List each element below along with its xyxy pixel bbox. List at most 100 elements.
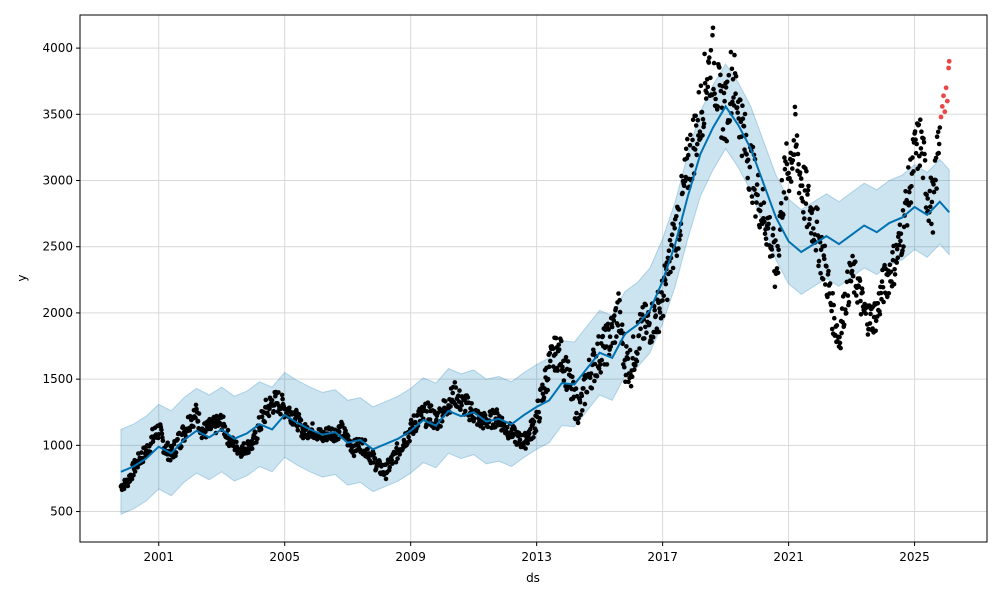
observed-point bbox=[345, 433, 351, 439]
observed-point bbox=[604, 362, 610, 367]
observed-point bbox=[674, 253, 680, 258]
observed-point bbox=[885, 294, 890, 300]
observed-point bbox=[318, 427, 323, 432]
observed-point bbox=[618, 328, 624, 333]
observed-point bbox=[867, 321, 873, 326]
observed-point bbox=[540, 382, 545, 388]
observed-point bbox=[340, 422, 345, 427]
observed-point bbox=[920, 175, 926, 181]
observed-point bbox=[666, 248, 672, 253]
observed-point bbox=[693, 113, 698, 119]
observed-point bbox=[525, 440, 530, 446]
observed-point bbox=[663, 281, 669, 287]
observed-point bbox=[683, 146, 689, 152]
observed-point bbox=[372, 456, 378, 461]
observed-point bbox=[519, 432, 524, 438]
observed-point bbox=[567, 367, 572, 373]
observed-point bbox=[700, 116, 706, 122]
observed-point bbox=[922, 151, 927, 157]
observed-point bbox=[742, 111, 748, 117]
observed-point bbox=[865, 332, 871, 337]
observed-point bbox=[934, 186, 939, 191]
observed-point bbox=[857, 278, 863, 284]
observed-point bbox=[517, 437, 523, 443]
x-tick-label: 2001 bbox=[143, 550, 174, 564]
observed-point bbox=[587, 375, 593, 381]
x-tick-label: 2021 bbox=[773, 550, 804, 564]
observed-point bbox=[824, 264, 829, 269]
observed-point bbox=[555, 368, 560, 373]
observed-point bbox=[921, 140, 927, 145]
observed-point bbox=[717, 65, 722, 70]
observed-point bbox=[816, 258, 822, 264]
observed-point bbox=[383, 476, 389, 482]
observed-point bbox=[697, 129, 703, 134]
observed-point bbox=[887, 262, 893, 268]
observed-point bbox=[263, 397, 269, 403]
observed-point bbox=[676, 207, 682, 212]
observed-point bbox=[193, 415, 198, 421]
observed-point bbox=[913, 137, 918, 142]
anomaly-points-layer bbox=[938, 58, 952, 120]
observed-point bbox=[578, 412, 583, 418]
observed-point bbox=[733, 91, 738, 96]
observed-point bbox=[755, 192, 760, 198]
observed-point bbox=[807, 216, 812, 222]
observed-point bbox=[896, 234, 901, 240]
observed-point bbox=[628, 383, 634, 389]
observed-point bbox=[761, 200, 767, 205]
observed-point bbox=[612, 313, 617, 318]
observed-point bbox=[269, 398, 275, 403]
observed-point bbox=[637, 346, 642, 351]
observed-point bbox=[775, 243, 780, 249]
observed-point bbox=[614, 334, 619, 339]
observed-point bbox=[726, 72, 732, 78]
observed-point bbox=[553, 335, 559, 341]
observed-point bbox=[671, 222, 676, 227]
observed-point bbox=[934, 134, 940, 139]
observed-point bbox=[794, 133, 800, 138]
observed-point bbox=[720, 84, 725, 89]
observed-point bbox=[656, 329, 662, 335]
anomaly-point bbox=[941, 93, 946, 99]
observed-point bbox=[715, 104, 720, 109]
observed-point bbox=[702, 80, 708, 86]
observed-point bbox=[694, 152, 699, 158]
observed-point bbox=[139, 450, 144, 455]
anomaly-point bbox=[946, 65, 951, 71]
observed-point bbox=[770, 253, 775, 258]
observed-point bbox=[452, 380, 458, 385]
observed-point bbox=[897, 242, 902, 248]
observed-point bbox=[352, 443, 358, 448]
observed-point bbox=[638, 326, 643, 332]
observed-point bbox=[750, 200, 755, 206]
observed-point bbox=[700, 133, 705, 138]
observed-point bbox=[707, 55, 712, 60]
observed-point bbox=[891, 281, 897, 287]
observed-point bbox=[784, 141, 789, 146]
observed-point bbox=[682, 178, 688, 184]
observed-point bbox=[918, 117, 923, 122]
observed-point bbox=[650, 334, 656, 340]
observed-point bbox=[877, 311, 883, 317]
observed-point bbox=[927, 188, 933, 194]
observed-point bbox=[221, 414, 226, 420]
observed-point bbox=[935, 129, 941, 135]
observed-point bbox=[903, 189, 908, 194]
observed-point bbox=[907, 189, 912, 195]
observed-point bbox=[597, 362, 603, 367]
observed-point bbox=[773, 238, 778, 243]
observed-point bbox=[418, 413, 424, 418]
observed-point bbox=[803, 201, 809, 206]
observed-point bbox=[783, 196, 789, 201]
observed-point bbox=[906, 165, 911, 170]
observed-point bbox=[298, 417, 304, 423]
observed-point bbox=[596, 334, 601, 339]
observed-point bbox=[732, 52, 737, 58]
observed-point bbox=[616, 291, 621, 296]
observed-point bbox=[612, 340, 618, 345]
observed-point bbox=[729, 66, 735, 72]
observed-point bbox=[792, 104, 798, 110]
y-axis-label: y bbox=[15, 274, 29, 281]
observed-point bbox=[407, 438, 412, 444]
